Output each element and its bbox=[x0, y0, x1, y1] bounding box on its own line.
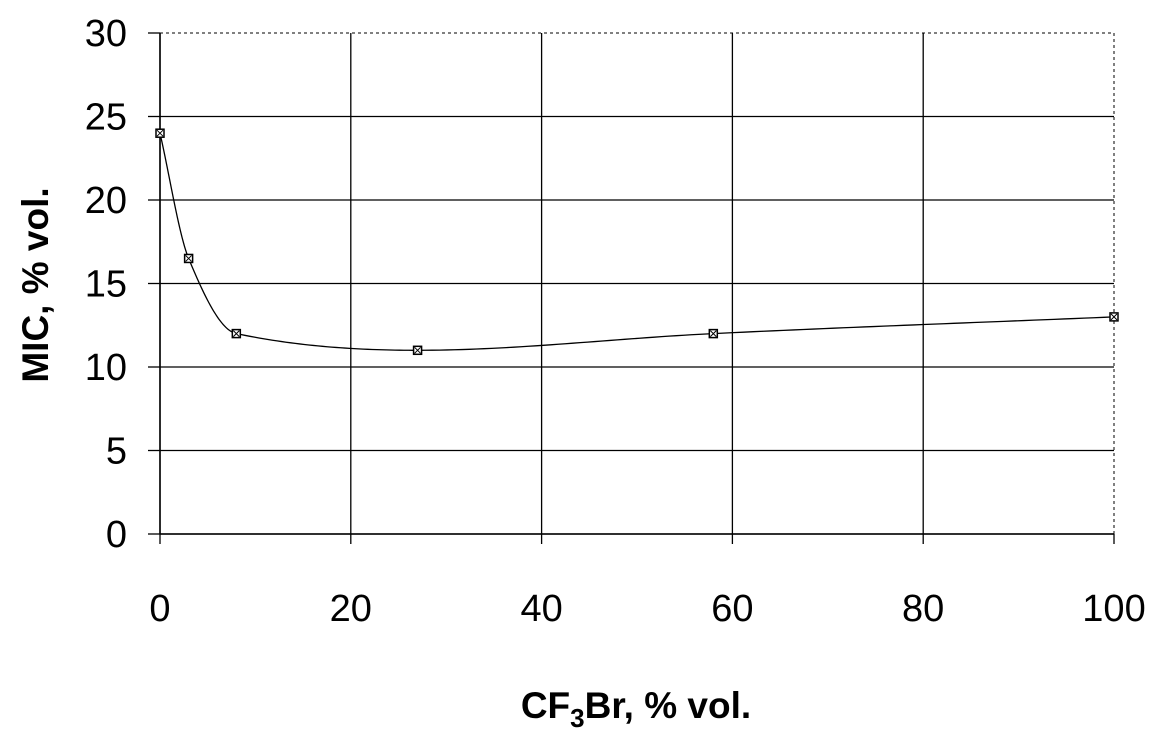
data-point-cross bbox=[156, 129, 164, 137]
y-tick-labels: 0 5 10 15 20 25 30 bbox=[85, 13, 127, 556]
x-tick-label: 60 bbox=[711, 588, 753, 630]
x-tick-label: 80 bbox=[902, 588, 944, 630]
x-axis-title-subscript: 3 bbox=[570, 703, 584, 733]
y-tick-label: 5 bbox=[106, 431, 127, 473]
data-point bbox=[183, 253, 194, 264]
y-tick-label: 15 bbox=[85, 264, 127, 306]
x-tick-label: 0 bbox=[149, 588, 170, 630]
y-axis-title: MIC, % vol. bbox=[15, 187, 56, 382]
data-point-cross bbox=[414, 346, 421, 354]
series-curve bbox=[159, 133, 1115, 351]
data-point-cross bbox=[1110, 313, 1118, 321]
x-tick-label: 40 bbox=[520, 588, 562, 630]
x-axis-title-main: CF bbox=[521, 685, 570, 726]
data-point bbox=[708, 328, 719, 339]
y-tick-label: 25 bbox=[85, 97, 127, 139]
data-point bbox=[412, 345, 423, 356]
grid bbox=[159, 32, 1115, 535]
x-axis-title: CF3Br, % vol. bbox=[521, 685, 751, 733]
x-tick-labels: 0 20 40 60 80 100 bbox=[149, 588, 1145, 630]
x-tick-label: 20 bbox=[330, 588, 372, 630]
data-points bbox=[155, 128, 1119, 356]
data-point bbox=[231, 328, 242, 339]
data-point-cross bbox=[185, 255, 192, 262]
y-tick-label: 0 bbox=[106, 514, 127, 556]
data-point bbox=[1109, 312, 1119, 322]
y-tick-label: 20 bbox=[85, 180, 127, 222]
x-tick-label: 100 bbox=[1082, 588, 1145, 630]
data-point bbox=[155, 128, 165, 138]
x-axis-title-rest: Br, % vol. bbox=[585, 685, 752, 726]
data-point-cross bbox=[709, 330, 717, 337]
axes bbox=[148, 32, 1115, 544]
y-tick-label: 30 bbox=[85, 13, 127, 55]
data-point-cross bbox=[232, 330, 240, 337]
y-tick-label: 10 bbox=[85, 347, 127, 389]
